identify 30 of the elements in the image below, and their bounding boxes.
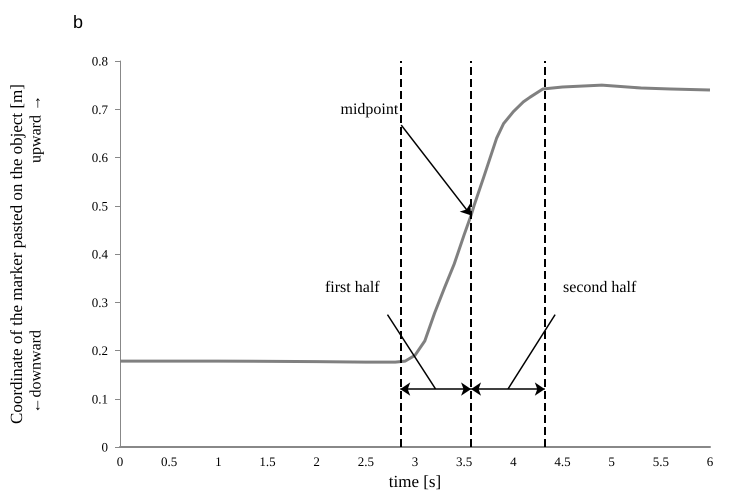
x-tick-label: 4 <box>510 454 518 469</box>
y-tick-label: 0.2 <box>92 343 108 358</box>
x-tick-label: 5.5 <box>652 454 669 469</box>
annotation: first half <box>324 278 380 296</box>
x-tick-label: 1 <box>215 454 222 469</box>
y-axis-title: Coordinate of the marker pasted on the object [m] <box>7 84 26 424</box>
y-tick-label: 0 <box>102 440 108 454</box>
x-tick-label: 5 <box>608 454 615 469</box>
x-tick-label: 1.5 <box>259 454 276 469</box>
y-tick-label: 0.6 <box>92 150 108 165</box>
text: ←downward <box>28 330 44 414</box>
x-tick-label: 4.5 <box>554 454 571 469</box>
x-tick-label: 0.5 <box>161 454 178 469</box>
y-tick-label: 0.7 <box>92 102 108 117</box>
y-tick-label: 0.1 <box>92 391 108 406</box>
y-tick-label: 0.5 <box>92 198 108 214</box>
annotation: second half <box>562 278 637 296</box>
x-tick-label: 6 <box>706 454 714 469</box>
chart-title: b <box>73 12 84 32</box>
x-tick-label: 3 <box>412 454 418 469</box>
y-tick-label: 0.4 <box>92 246 108 262</box>
x-axis-title: time [s] <box>388 472 442 491</box>
y-tick-label: 0.8 <box>92 54 108 68</box>
y-tick-label: 0.3 <box>92 294 108 310</box>
x-tick-label: 2 <box>313 454 320 469</box>
annotation: midpoint <box>340 100 399 118</box>
text: upward → <box>28 95 44 163</box>
x-tick-label: 3.5 <box>456 454 472 469</box>
x-tick-label: 2.5 <box>358 454 374 469</box>
x-tick-label: 0 <box>116 454 124 469</box>
